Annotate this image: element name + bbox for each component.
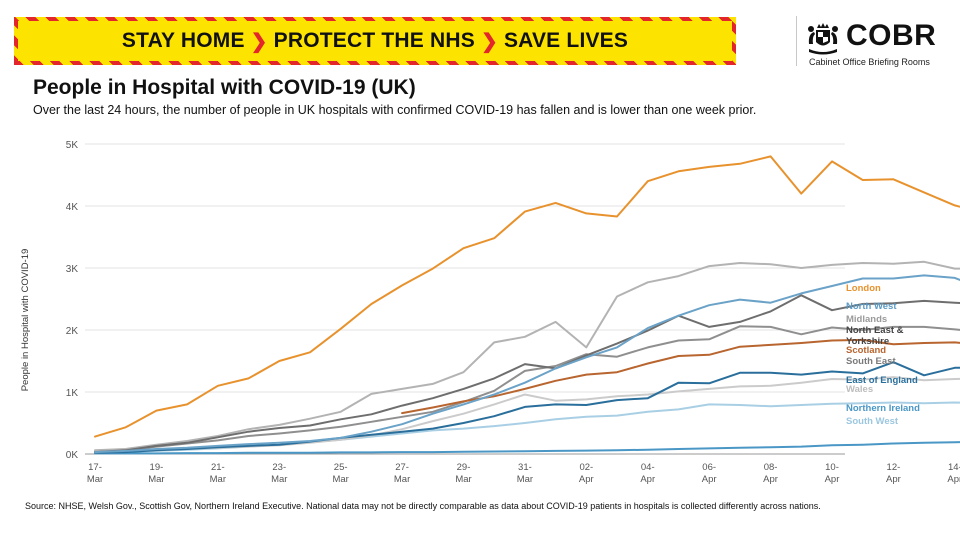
x-tick-label: 08- <box>764 462 778 473</box>
x-tick-label: 12- <box>887 462 901 473</box>
y-tick-label: 5K <box>66 140 79 151</box>
x-tick-label: Apr <box>886 474 901 485</box>
cobr-logo: COBR Cabinet Office Briefing Rooms <box>796 16 946 72</box>
x-tick-label: Apr <box>640 474 655 485</box>
y-tick-label: 4K <box>66 202 79 213</box>
x-tick-label: 02- <box>579 462 593 473</box>
x-tick-label: Apr <box>825 474 840 485</box>
legend-label-northern-ireland: Northern Ireland <box>846 403 920 414</box>
x-tick-label: 14- <box>948 462 960 473</box>
hospital-line-chart: 0K1K2K3K4K5K17-Mar19-Mar21-Mar23-Mar25-M… <box>20 140 960 485</box>
x-tick-label: 19- <box>150 462 164 473</box>
series-line-north-east-and-yorkshire <box>94 294 960 454</box>
x-tick-label: Mar <box>271 474 287 485</box>
x-tick-label: Apr <box>702 474 717 485</box>
slogan-stay-home: STAY HOME <box>121 29 245 52</box>
legend-label-north-west: North West <box>846 301 897 312</box>
chart-axes: 0K1K2K3K4K5K17-Mar19-Mar21-Mar23-Mar25-M… <box>66 140 960 485</box>
x-tick-label: Apr <box>947 474 960 485</box>
royal-crest-icon <box>808 23 838 55</box>
logo-subtitle: Cabinet Office Briefing Rooms <box>809 57 930 67</box>
legend-label-south-west: South West <box>846 416 899 427</box>
legend-label-east-of-england: East of England <box>846 375 918 386</box>
series-line-north-west <box>94 274 960 454</box>
x-tick-label: Mar <box>517 474 533 485</box>
legend-label-london: London <box>846 283 881 294</box>
slogan-banner-inner: STAY HOME ❯ PROTECT THE NHS ❯ SAVE LIVES <box>18 21 732 61</box>
slogan-banner: STAY HOME ❯ PROTECT THE NHS ❯ SAVE LIVES <box>14 17 736 65</box>
series-line-london <box>94 155 960 438</box>
legend-label-wales: Wales <box>846 384 873 395</box>
y-tick-label: 2K <box>66 326 79 337</box>
x-tick-label: Apr <box>579 474 594 485</box>
y-tick-label: 0K <box>66 450 79 461</box>
x-tick-label: 21- <box>211 462 225 473</box>
x-tick-label: Mar <box>332 474 348 485</box>
source-note: Source: NHSE, Welsh Gov., Scottish Gov, … <box>25 501 821 511</box>
page-title: People in Hospital with COVID-19 (UK) <box>33 76 416 99</box>
x-tick-label: 25- <box>334 462 348 473</box>
x-tick-label: Mar <box>455 474 471 485</box>
slogan-protect-nhs: PROTECT THE NHS <box>273 29 475 52</box>
x-tick-label: Mar <box>210 474 226 485</box>
chart-gridlines <box>85 143 845 393</box>
x-tick-label: Mar <box>394 474 410 485</box>
x-tick-label: 31- <box>518 462 532 473</box>
legend-label-midlands: Midlands <box>846 314 887 325</box>
series-line-south-east <box>94 325 960 453</box>
legend-label-south-east: South East <box>846 356 896 367</box>
x-tick-label: 10- <box>825 462 839 473</box>
legend-label-north-east-and-yorkshire: North East & Yorkshire <box>846 325 904 347</box>
x-tick-label: Mar <box>87 474 103 485</box>
x-tick-label: 27- <box>395 462 409 473</box>
series-line-scotland <box>401 338 960 415</box>
chart-series <box>94 155 960 455</box>
x-tick-label: Apr <box>763 474 778 485</box>
series-line-midlands <box>94 260 960 452</box>
chevron-right-icon: ❯ <box>480 30 498 53</box>
y-axis-label: People in Hospital with COVID-19 <box>20 249 31 392</box>
x-tick-label: 17- <box>88 462 102 473</box>
series-line-east-of-england <box>94 361 960 454</box>
x-tick-label: 29- <box>457 462 471 473</box>
page-subtitle: Over the last 24 hours, the number of pe… <box>33 103 757 117</box>
x-tick-label: 23- <box>272 462 286 473</box>
chevron-right-icon: ❯ <box>250 30 268 53</box>
x-tick-label: 04- <box>641 462 655 473</box>
x-tick-label: Mar <box>148 474 164 485</box>
y-tick-label: 1K <box>66 388 79 399</box>
logo-divider <box>796 16 797 66</box>
y-tick-label: 3K <box>66 264 79 275</box>
series-line-northern-ireland <box>94 441 960 455</box>
legend-label-scotland: Scotland <box>846 345 886 356</box>
x-tick-label: 06- <box>702 462 716 473</box>
slogan-save-lives: SAVE LIVES <box>503 29 629 52</box>
logo-title: COBR <box>846 19 937 52</box>
